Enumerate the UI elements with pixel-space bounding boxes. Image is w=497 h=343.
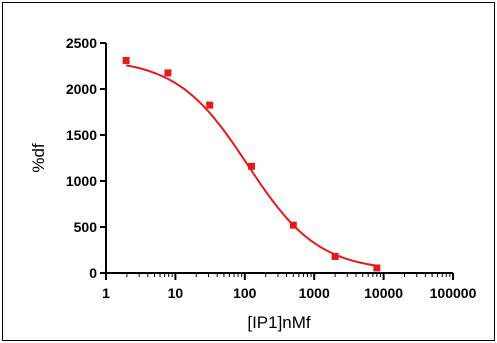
x-tick-label: 100 — [233, 285, 257, 301]
data-points-layer — [122, 56, 381, 272]
y-axis-label: %df — [29, 143, 48, 173]
y-tick-label: 1500 — [66, 127, 97, 143]
x-tick-label: 1 — [102, 285, 110, 301]
data-point — [373, 264, 381, 272]
data-point — [122, 56, 130, 64]
y-tick-label: 1000 — [66, 173, 97, 189]
data-point — [206, 101, 214, 109]
axes: 0 500 1000 1500 2000 2500 1 10 100 1000 10000 10000… — [66, 35, 477, 301]
x-tick-label: 100000 — [430, 285, 477, 301]
y-tick-label: 0 — [89, 265, 97, 281]
y-tick-label: 2000 — [66, 81, 97, 97]
data-point — [164, 69, 172, 77]
x-axis-label: [IP1]nMf — [247, 313, 311, 332]
y-tick-label: 2500 — [66, 35, 97, 51]
data-point — [248, 162, 256, 170]
y-tick-label: 500 — [74, 219, 98, 235]
data-point — [289, 221, 297, 229]
data-point — [331, 252, 339, 260]
x-tick-label: 10000 — [364, 285, 403, 301]
x-tick-label: 1000 — [299, 285, 330, 301]
x-tick-label: 10 — [168, 285, 184, 301]
